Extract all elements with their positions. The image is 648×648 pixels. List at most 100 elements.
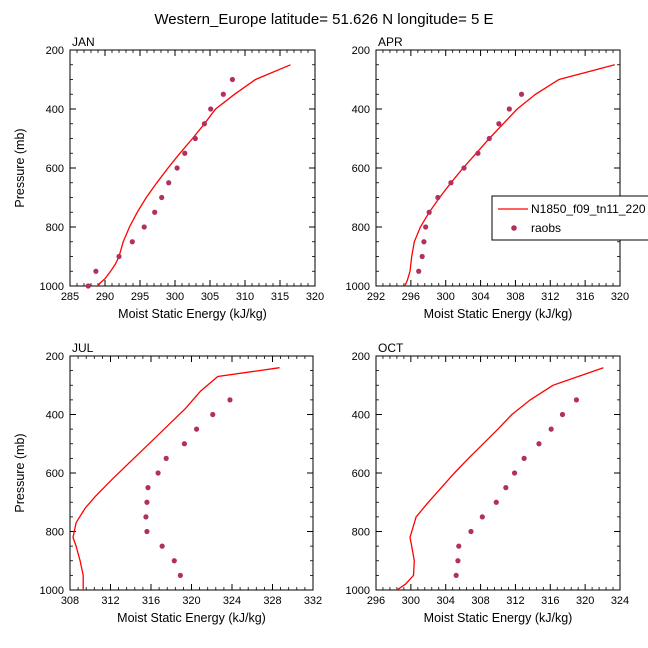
obs-point [155, 470, 161, 476]
y-tick-label: 1000 [40, 585, 64, 597]
obs-point [166, 180, 172, 186]
y-tick-label: 200 [352, 351, 370, 363]
obs-point [144, 528, 150, 535]
panel-jan: JAN 285 290 295 300 305 310 315 320 200 400 600 800 1… [13, 35, 324, 321]
obs-point [496, 121, 502, 127]
obs-point [511, 470, 518, 476]
obs-point [208, 106, 214, 112]
obs-point [145, 485, 151, 491]
x-tick-label: 292 [367, 291, 385, 303]
x-tick-label: 316 [541, 595, 559, 607]
y-tick-label: 400 [46, 104, 64, 116]
x-tick-label: 332 [304, 595, 322, 607]
obs-point [129, 239, 135, 245]
y-tick-label: 200 [46, 351, 64, 363]
x-tick-label: 296 [367, 595, 385, 607]
obs-point [227, 397, 233, 403]
x-tick-label: 308 [471, 595, 489, 607]
x-tick-label: 315 [271, 291, 289, 303]
y-tick-label: 400 [352, 104, 370, 116]
y-tick-label: 800 [46, 527, 64, 539]
y-tick-label: 400 [352, 410, 370, 422]
figure-title: Western_Europe latitude= 51.626 N longit… [154, 11, 493, 28]
x-tick-label: 300 [402, 595, 420, 607]
x-axis-label: Moist Static Energy (kJ/kg) [424, 307, 573, 321]
y-tick-label: 600 [352, 468, 370, 480]
obs-point [201, 121, 207, 127]
x-tick-label: 310 [236, 291, 254, 303]
x-tick-label: 304 [471, 291, 489, 303]
obs-point [177, 572, 183, 578]
obs-point [503, 485, 509, 491]
x-tick-label: 285 [61, 291, 79, 303]
x-tick-label: 312 [506, 595, 524, 607]
plot-frame [69, 49, 316, 287]
obs-point [192, 135, 198, 142]
panel-label: APR [378, 35, 403, 49]
obs-point [486, 135, 492, 142]
obs-point [475, 150, 481, 156]
legend: N1850_f09_tn11_220 raobs [491, 195, 648, 241]
obs-point [506, 106, 512, 112]
obs-point [141, 224, 147, 230]
y-tick-label: 400 [46, 410, 64, 422]
obs-point [152, 209, 158, 215]
y-tick-label: 800 [46, 222, 64, 234]
x-tick-label: 300 [437, 291, 455, 303]
obs-point [559, 411, 566, 418]
obs-point [461, 165, 467, 171]
panel-label: JAN [72, 35, 95, 49]
obs-point [174, 165, 180, 171]
y-tick-label: 600 [46, 468, 64, 480]
x-tick-label: 290 [96, 291, 114, 303]
obs-point [116, 253, 122, 260]
obs-point [220, 91, 226, 97]
y-tick-label: 600 [46, 163, 64, 175]
x-tick-label: 324 [611, 595, 629, 607]
panel-label: JUL [72, 341, 94, 355]
obs-point [159, 543, 165, 549]
legend-model-label: N1850_f09_tn11_220 [531, 202, 646, 216]
model-series-line [396, 367, 604, 591]
y-tick-label: 1000 [346, 281, 370, 293]
x-tick-label: 324 [223, 595, 241, 607]
x-tick-label: 312 [541, 291, 559, 303]
x-tick-label: 300 [166, 291, 184, 303]
x-tick-label: 308 [506, 291, 524, 303]
obs-point [453, 572, 459, 578]
obs-point [143, 514, 149, 520]
x-axis-label: Moist Static Energy (kJ/kg) [424, 611, 573, 625]
x-tick-label: 320 [306, 291, 324, 303]
x-tick-label: 316 [576, 291, 594, 303]
x-tick-label: 328 [263, 595, 281, 607]
legend-obs-label: raobs [531, 221, 561, 235]
panel-label: OCT [378, 341, 404, 355]
obs-point [455, 558, 461, 564]
y-tick-label: 1000 [40, 281, 64, 293]
x-tick-label: 312 [101, 595, 119, 607]
x-tick-label: 316 [142, 595, 160, 607]
y-axis-label: Pressure (mb) [13, 128, 27, 207]
legend-box [491, 195, 648, 241]
obs-point [419, 253, 425, 260]
y-tick-label: 800 [352, 222, 370, 234]
model-series-line [404, 64, 615, 287]
obs-point [548, 426, 554, 432]
model-series-line [97, 64, 291, 287]
x-axis-label: Moist Static Energy (kJ/kg) [117, 611, 266, 625]
obs-point [229, 76, 235, 83]
obs-point [423, 224, 429, 230]
x-tick-label: 320 [182, 595, 200, 607]
y-tick-label: 1000 [346, 585, 370, 597]
y-tick-label: 800 [352, 527, 370, 539]
panel-apr: APR 292 296 300 304 308 312 316 320 200 400 600 800 1… [346, 35, 630, 321]
obs-point [468, 528, 474, 535]
x-axis-label: Moist Static Energy (kJ/kg) [118, 307, 267, 321]
obs-point [421, 239, 427, 245]
obs-point [210, 411, 216, 418]
obs-point [573, 397, 580, 403]
x-tick-label: 296 [402, 291, 420, 303]
x-tick-label: 320 [576, 595, 594, 607]
legend-obs-marker [511, 225, 517, 231]
